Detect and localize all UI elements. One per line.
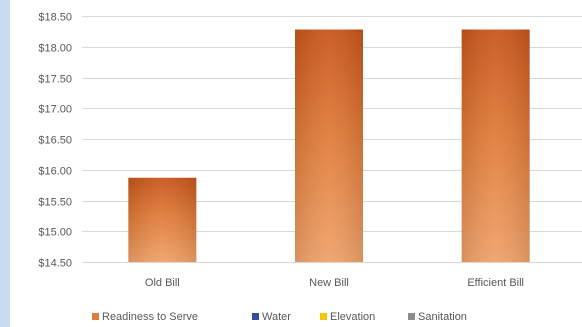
legend-label: Water [262, 311, 291, 323]
legend-label: Sanitation [418, 311, 467, 323]
x-category-label: New Bill [309, 277, 349, 289]
y-tick-label: $16.00 [38, 166, 72, 178]
legend-label: Elevation [330, 311, 375, 323]
y-axis-ticks: $14.50 $15.00 $15.50 $16.00 $16.50 $17.00 $17.… [38, 12, 72, 270]
x-axis-labels: Old Bill New Bill Efficient Bill [145, 277, 524, 289]
legend-swatch [92, 313, 99, 320]
x-category-label: Old Bill [145, 277, 180, 289]
y-tick-label: $18.50 [38, 12, 72, 24]
y-tick-label: $17.00 [38, 104, 72, 116]
bar-shading [295, 29, 363, 263]
bar-shading [461, 29, 530, 263]
left-edge-strip [0, 0, 10, 327]
y-tick-label: $17.50 [38, 74, 72, 86]
legend-swatch [320, 313, 327, 320]
bar-shading [128, 177, 197, 262]
legend-swatch [252, 313, 259, 320]
bars [128, 29, 530, 263]
x-category-label: Efficient Bill [467, 277, 524, 289]
y-tick-label: $15.00 [38, 227, 72, 239]
legend-swatch [408, 313, 415, 320]
y-tick-label: $15.50 [38, 197, 72, 209]
y-tick-label: $14.50 [38, 258, 72, 270]
legend: Readiness to Serve Water Elevation Sanitati… [92, 311, 467, 323]
y-tick-label: $18.00 [38, 43, 72, 55]
y-tick-label: $16.50 [38, 135, 72, 147]
legend-label: Readiness to Serve [102, 311, 198, 323]
